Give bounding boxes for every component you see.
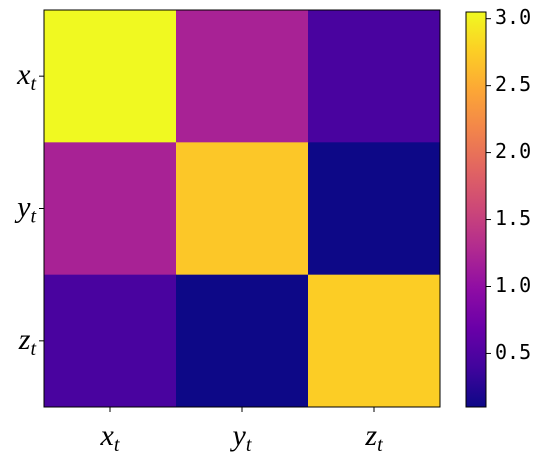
colorbar-tick-label: 2.5 bbox=[495, 72, 531, 96]
label-subscript: t bbox=[114, 434, 120, 456]
colorbar-tick-label: 1.5 bbox=[495, 206, 531, 230]
heatmap-cell bbox=[308, 142, 441, 276]
label-subscript: t bbox=[30, 73, 36, 95]
label-symbol: z bbox=[364, 419, 377, 452]
colorbar bbox=[465, 11, 487, 408]
heatmap-cell bbox=[44, 142, 177, 276]
label-symbol: x bbox=[100, 419, 115, 452]
x-tick-label: xt bbox=[100, 419, 120, 456]
heatmap-cell bbox=[44, 274, 177, 408]
heatmap-cell bbox=[308, 274, 441, 408]
label-subscript: t bbox=[377, 434, 383, 456]
heatmap-cell bbox=[308, 10, 441, 143]
label-symbol: x bbox=[16, 58, 31, 91]
colorbar-tick-label: 0.5 bbox=[495, 340, 531, 364]
heatmap-cell bbox=[176, 10, 309, 143]
colorbar-tick-label: 2.0 bbox=[495, 139, 531, 163]
label-subscript: t bbox=[246, 434, 252, 456]
y-tick-label: yt bbox=[14, 191, 36, 228]
heatmap-cell bbox=[44, 10, 177, 143]
heatmap-cell bbox=[176, 274, 309, 408]
label-subscript: t bbox=[30, 338, 36, 360]
label-symbol: y bbox=[230, 419, 247, 452]
label-subscript: t bbox=[30, 206, 36, 228]
y-tick-label: zt bbox=[18, 323, 37, 360]
colorbar-tick-label: 1.0 bbox=[495, 273, 531, 297]
y-tick-label: xt bbox=[16, 58, 36, 95]
label-symbol: z bbox=[18, 323, 31, 356]
heatmap-cell bbox=[176, 142, 309, 276]
x-tick-label: zt bbox=[364, 419, 383, 456]
label-symbol: y bbox=[14, 191, 31, 224]
x-tick-label: yt bbox=[230, 419, 252, 456]
colorbar-tick-label: 3.0 bbox=[495, 5, 531, 29]
